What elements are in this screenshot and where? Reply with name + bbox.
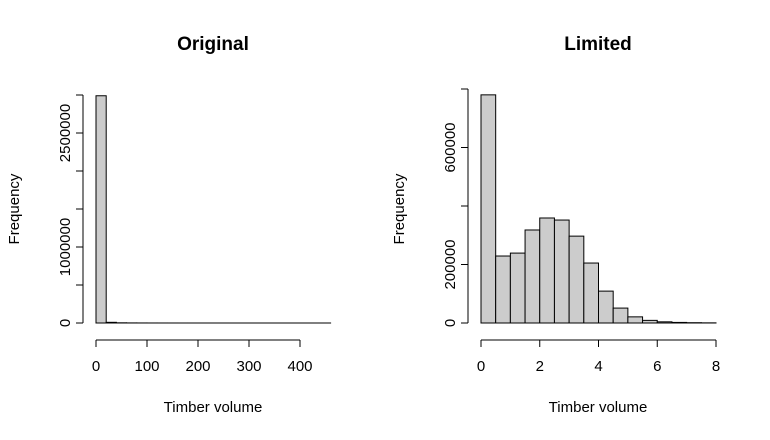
- chart-title: Original: [177, 34, 249, 55]
- bar: [612, 307, 629, 324]
- x-axis-label: Timber volume: [164, 399, 263, 416]
- x-axis-label: Timber volume: [549, 399, 648, 416]
- x-tick-label: 400: [287, 358, 312, 375]
- y-tick-label: 200000: [442, 239, 459, 289]
- x-tick-label: 0: [477, 358, 485, 375]
- bar: [524, 229, 541, 324]
- bar: [553, 219, 570, 324]
- bar: [656, 321, 673, 324]
- bar: [583, 262, 599, 324]
- x-tick-label: 2: [536, 358, 544, 375]
- y-tick-label: 1000000: [57, 218, 74, 276]
- y-tick-label: 600000: [442, 122, 459, 172]
- x-tick-label: 300: [236, 358, 261, 375]
- x-tick-label: 200: [185, 358, 210, 375]
- bar: [95, 95, 107, 324]
- bar: [598, 290, 614, 324]
- bar: [627, 316, 644, 324]
- bar: [509, 252, 526, 324]
- y-tick-label: 0: [442, 319, 459, 327]
- x-tick-label: 8: [712, 358, 720, 375]
- x-tick-label: 0: [92, 358, 100, 375]
- bar: [642, 319, 658, 324]
- y-tick-label: 2500000: [57, 104, 74, 162]
- bar: [671, 321, 688, 324]
- y-tick-label: 0: [57, 319, 74, 327]
- bar: [480, 94, 497, 324]
- chart-title: Limited: [564, 34, 632, 55]
- x-tick-label: 100: [134, 358, 159, 375]
- x-tick-label: 6: [653, 358, 661, 375]
- y-axis-label: Frequency: [6, 173, 23, 244]
- bar: [539, 217, 555, 324]
- bar: [105, 321, 117, 324]
- bar: [495, 255, 511, 324]
- y-axis-label: Frequency: [391, 173, 408, 244]
- bar: [568, 235, 585, 324]
- x-tick-label: 4: [594, 358, 602, 375]
